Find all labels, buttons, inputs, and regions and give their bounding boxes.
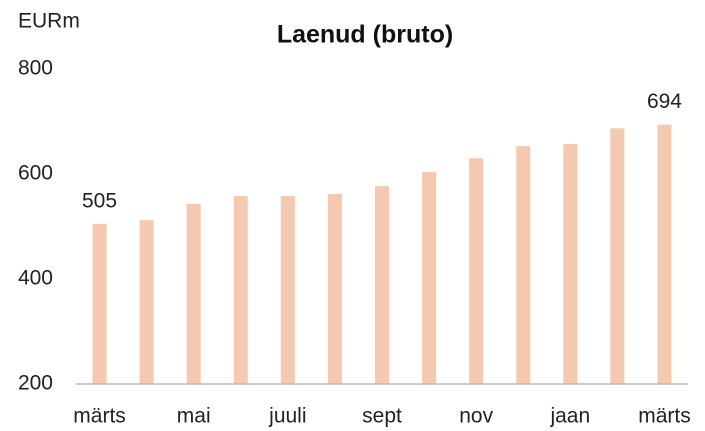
bar bbox=[422, 171, 437, 384]
data-label: 505 bbox=[82, 189, 117, 212]
bar bbox=[139, 220, 154, 384]
bar bbox=[516, 146, 531, 384]
y-tick-label: 800 bbox=[18, 57, 53, 80]
x-tick-label: märts bbox=[638, 405, 691, 428]
y-tick-label: 400 bbox=[18, 267, 53, 290]
x-tick-label: nov bbox=[459, 405, 493, 428]
chart-title: Laenud (bruto) bbox=[277, 21, 453, 49]
bar bbox=[92, 223, 107, 384]
bar bbox=[563, 144, 578, 384]
bar bbox=[375, 186, 389, 384]
x-tick-label: sept bbox=[362, 405, 402, 428]
bar bbox=[327, 193, 342, 384]
bar bbox=[610, 128, 625, 384]
data-label: 694 bbox=[647, 90, 682, 113]
x-tick-label: märts bbox=[73, 405, 126, 428]
bar bbox=[280, 196, 295, 384]
y-axis-label: EURm bbox=[18, 10, 80, 33]
bar bbox=[233, 196, 248, 384]
x-tick-label: jaan bbox=[549, 405, 590, 428]
bar bbox=[186, 203, 201, 384]
x-tick-label: mai bbox=[177, 405, 211, 428]
y-tick-label: 200 bbox=[18, 372, 53, 395]
bar bbox=[657, 124, 672, 385]
bar bbox=[469, 158, 484, 384]
x-tick-label: juuli bbox=[268, 405, 306, 428]
y-tick-label: 600 bbox=[18, 162, 53, 185]
